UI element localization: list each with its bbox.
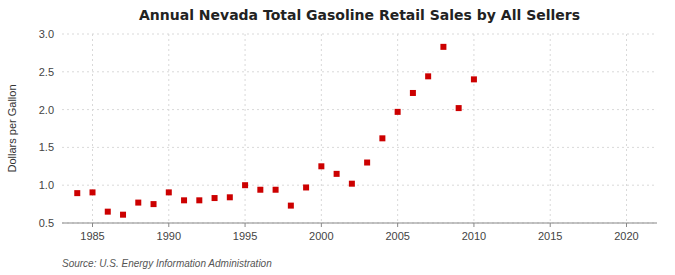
- data-point: [303, 184, 309, 190]
- x-tick-label: 1990: [157, 230, 181, 242]
- points: [74, 44, 477, 218]
- y-tick-label: 3.0: [39, 28, 54, 40]
- data-point: [212, 195, 218, 201]
- x-tick: [397, 223, 398, 227]
- data-point: [151, 201, 157, 207]
- title: Annual Nevada Total Gasoline Retail Sale…: [139, 7, 580, 23]
- source-note: Source: U.S. Energy Information Administ…: [62, 258, 272, 269]
- data-point: [471, 76, 477, 82]
- data-point: [227, 194, 233, 200]
- x-grid-line: [550, 34, 551, 223]
- x-grid-line: [321, 34, 322, 223]
- data-point: [395, 109, 401, 115]
- y-tick-label: 2.0: [39, 104, 54, 116]
- data-point: [166, 189, 172, 195]
- y-tick-label: 0.5: [39, 217, 54, 229]
- x-tick: [550, 223, 551, 227]
- background: [0, 0, 675, 275]
- x-tick: [321, 223, 322, 227]
- y-axis-label: Dollars per Gallon: [6, 84, 18, 172]
- data-point: [318, 163, 324, 169]
- data-point: [440, 44, 446, 50]
- y-grid-line: [62, 147, 657, 148]
- data-point: [379, 135, 385, 141]
- data-point: [120, 212, 126, 218]
- x-tick-label: 2020: [614, 230, 638, 242]
- chart-svg: Annual Nevada Total Gasoline Retail Sale…: [0, 0, 675, 275]
- data-point: [334, 171, 340, 177]
- data-point: [410, 90, 416, 96]
- y-grid-line: [62, 34, 657, 35]
- data-point: [456, 105, 462, 111]
- page: Annual Nevada Total Gasoline Retail Sale…: [0, 0, 675, 275]
- data-point: [181, 197, 187, 203]
- y-tick-label: 1.0: [39, 179, 54, 191]
- data-point: [288, 203, 294, 209]
- x-tick: [626, 223, 627, 227]
- data-point: [242, 182, 248, 188]
- data-point: [425, 73, 431, 79]
- data-point: [105, 209, 111, 215]
- grid: [62, 34, 657, 223]
- x-tick-label: 2000: [309, 230, 333, 242]
- y-grid-line: [62, 223, 657, 224]
- x-tick: [473, 223, 474, 227]
- y-grid-line: [62, 185, 657, 186]
- data-point: [273, 187, 279, 193]
- x-tick-label: 1995: [233, 230, 257, 242]
- y-grid-line: [62, 71, 657, 72]
- data-point: [135, 200, 141, 206]
- data-point: [196, 197, 202, 203]
- data-point: [74, 190, 80, 196]
- x-tick: [168, 223, 169, 227]
- x-axis-line: [62, 223, 657, 224]
- x-tick: [245, 223, 246, 227]
- y-tick-label: 2.5: [39, 66, 54, 78]
- x-tick: [92, 223, 93, 227]
- y-tick-label: 1.5: [39, 141, 54, 153]
- x-grid-line: [397, 34, 398, 223]
- data-point: [349, 181, 355, 187]
- x-grid-line: [245, 34, 246, 223]
- x-grid-line: [473, 34, 474, 223]
- chart-container: Annual Nevada Total Gasoline Retail Sale…: [0, 0, 675, 275]
- data-point: [364, 160, 370, 166]
- y-grid-line: [62, 109, 657, 110]
- x-tick-label: 2005: [385, 230, 409, 242]
- axes: 0.5 1.0 1.5 2.0 2.5 3.0 1985 1990 1995 2000 2005 20…: [39, 28, 657, 242]
- x-tick-label: 2015: [538, 230, 562, 242]
- data-point: [257, 187, 263, 193]
- x-tick-label: 1985: [80, 230, 104, 242]
- x-tick-label: 2010: [462, 230, 486, 242]
- data-point: [90, 189, 96, 195]
- x-grid-line: [626, 34, 627, 223]
